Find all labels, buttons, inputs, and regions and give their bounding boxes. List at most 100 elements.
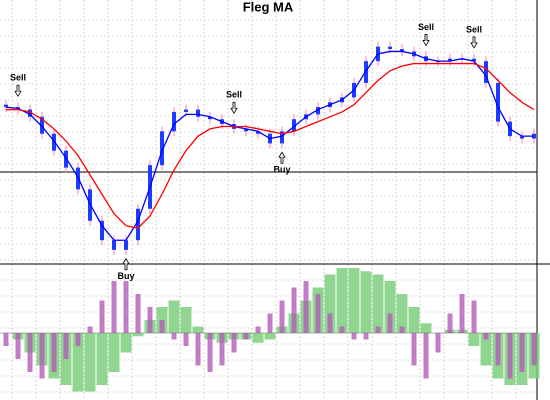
histogram-bar: [120, 333, 132, 353]
histogram-bar: [231, 333, 237, 353]
candle-body: [40, 116, 44, 134]
candle-body: [112, 240, 116, 250]
histogram-bar: [171, 333, 177, 340]
histogram-bar: [168, 300, 180, 333]
candle-body: [520, 136, 524, 139]
histogram-bar: [3, 333, 9, 346]
candle-body: [4, 104, 8, 108]
candle-body: [388, 46, 392, 50]
histogram-bar: [192, 326, 204, 333]
histogram-bar: [360, 271, 372, 333]
histogram-bar: [72, 333, 84, 392]
candle-body: [160, 131, 164, 166]
histogram-bar: [507, 333, 513, 379]
histogram-bar: [348, 268, 360, 333]
histogram-bar: [423, 333, 429, 379]
histogram-bar: [75, 333, 81, 346]
signal-label: Sell: [466, 24, 482, 34]
histogram-bar: [387, 313, 393, 333]
signal-arrow: [422, 34, 430, 47]
signal-arrow: [230, 101, 238, 114]
histogram-bar: [180, 307, 192, 333]
histogram-bar: [324, 274, 336, 333]
signal-arrow: [14, 84, 22, 98]
histogram-bar: [291, 287, 297, 333]
histogram-bar: [495, 333, 501, 366]
moving-average: [5, 50, 534, 241]
histogram-bar: [51, 333, 57, 372]
histogram-bar: [108, 333, 120, 372]
candle-body: [496, 82, 500, 122]
histogram-bar: [351, 333, 357, 340]
histogram-bar: [111, 281, 117, 333]
histogram-bar: [63, 333, 69, 359]
histogram-bar: [147, 307, 153, 333]
histogram-bar: [267, 313, 273, 333]
histogram-bar: [303, 281, 309, 333]
histogram-bar: [99, 300, 105, 333]
signal-arrow: [122, 257, 130, 271]
chart-title: Fleg MA: [243, 0, 294, 14]
histogram-bar: [411, 333, 417, 366]
histogram-bar: [336, 268, 348, 333]
histogram-bar: [384, 281, 396, 333]
histogram-bar: [15, 333, 21, 359]
candle-body: [100, 220, 104, 241]
signal-arrow: [470, 36, 478, 49]
candle-body: [448, 58, 452, 62]
candle-body: [256, 131, 260, 134]
histogram-bar: [159, 320, 165, 333]
histogram-bar: [27, 333, 33, 372]
candle-body: [280, 131, 284, 144]
candle-body: [172, 111, 176, 132]
moving-average: [6, 62, 535, 229]
histogram-bar: [339, 326, 345, 333]
histogram-bar: [219, 333, 225, 366]
candle-body: [208, 116, 212, 120]
histogram-bar: [447, 313, 453, 333]
histogram-bar: [480, 333, 492, 366]
histogram-bar: [375, 326, 381, 333]
signal-label: Buy: [273, 165, 290, 175]
candle-body: [28, 109, 32, 117]
histogram-bar: [207, 333, 213, 372]
candle-body: [184, 109, 188, 112]
histogram-bar: [135, 294, 141, 333]
signal-label: Sell: [10, 73, 26, 83]
histogram-bar: [243, 333, 249, 340]
signal-label: Buy: [117, 271, 134, 281]
histogram-bar: [408, 307, 420, 333]
histogram-bar: [363, 333, 369, 340]
candle-body: [196, 109, 200, 117]
histogram-bar: [84, 333, 96, 392]
histogram-bar: [327, 313, 333, 333]
candle-body: [136, 208, 140, 241]
histogram-bar: [519, 333, 525, 372]
histogram-bar: [87, 326, 93, 333]
candle-body: [124, 240, 128, 250]
candle-body: [292, 119, 296, 132]
histogram-bar: [123, 281, 129, 333]
histogram-bar: [396, 294, 408, 333]
candle-body: [316, 107, 320, 115]
histogram-bar: [315, 294, 321, 333]
signal-label: Sell: [226, 90, 242, 100]
histogram-bar: [96, 333, 108, 385]
signal-label: Sell: [418, 22, 434, 32]
histogram-bar: [483, 333, 489, 340]
histogram-bar: [195, 333, 201, 366]
candle-body: [244, 128, 248, 132]
candle-body: [472, 58, 476, 62]
histogram-bar: [420, 323, 432, 333]
candle-body: [484, 61, 488, 83]
signal-arrow: [278, 151, 286, 164]
candle-body: [400, 49, 404, 52]
histogram-bar: [531, 333, 537, 366]
candle-body: [52, 133, 56, 151]
histogram-bar: [372, 274, 384, 333]
histogram-bar: [132, 333, 144, 337]
histogram-bar: [468, 333, 480, 346]
histogram-bar: [279, 300, 285, 333]
histogram-bar: [255, 326, 261, 333]
histogram-bar: [183, 333, 189, 346]
